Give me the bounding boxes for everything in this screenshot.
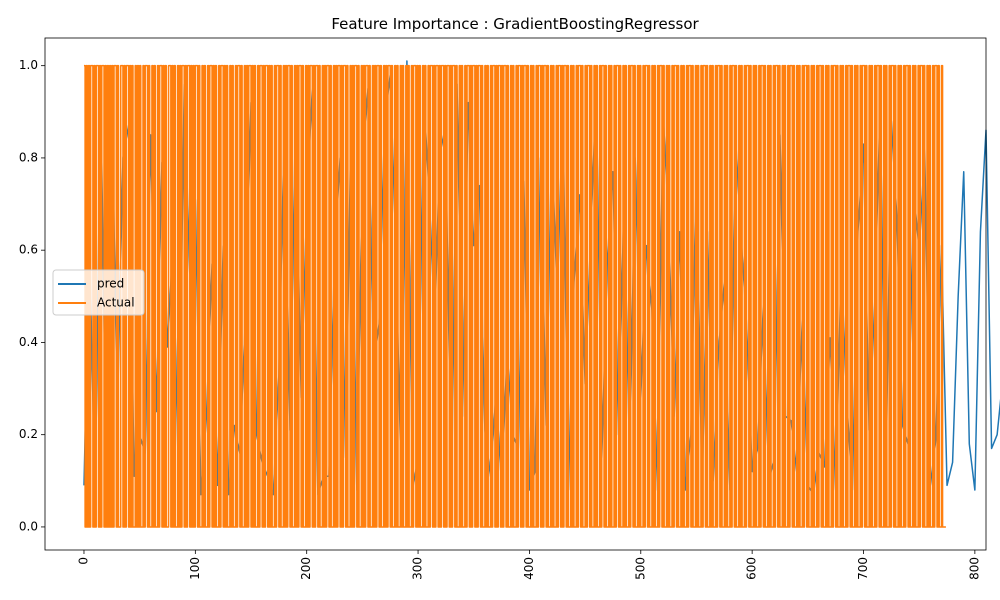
- y-tick-label: 0.4: [19, 335, 38, 349]
- y-tick-label: 0.6: [19, 243, 38, 257]
- x-tick-label: 400: [522, 557, 536, 580]
- x-tick-label: 800: [967, 557, 981, 580]
- x-tick-label: 100: [188, 557, 202, 580]
- x-tick-label: 200: [299, 557, 313, 580]
- y-tick-label: 0.0: [19, 519, 38, 533]
- legend: pred Actual: [52, 269, 145, 316]
- x-tick-label: 600: [745, 557, 759, 580]
- legend-label-actual: Actual: [97, 296, 135, 310]
- series-line-actual: [83, 64, 946, 528]
- x-tick-label: 700: [856, 557, 870, 580]
- x-tick-label: 0: [76, 557, 90, 565]
- chart-title: Feature Importance : GradientBoostingReg…: [331, 15, 699, 33]
- y-tick-label: 0.2: [19, 427, 38, 441]
- x-tick-label: 300: [411, 557, 425, 580]
- y-tick-label: 0.8: [19, 150, 38, 164]
- x-tick-label: 500: [633, 557, 647, 580]
- series-layer: [83, 60, 1000, 528]
- x-axis: 0 100 200 300 400 500 600 700 800: [76, 550, 981, 580]
- y-tick-label: 1.0: [19, 58, 38, 72]
- legend-label-pred: pred: [97, 277, 124, 291]
- y-axis: 0.0 0.2 0.4 0.6 0.8 1.0: [19, 58, 45, 533]
- plot-frame: [44, 37, 987, 551]
